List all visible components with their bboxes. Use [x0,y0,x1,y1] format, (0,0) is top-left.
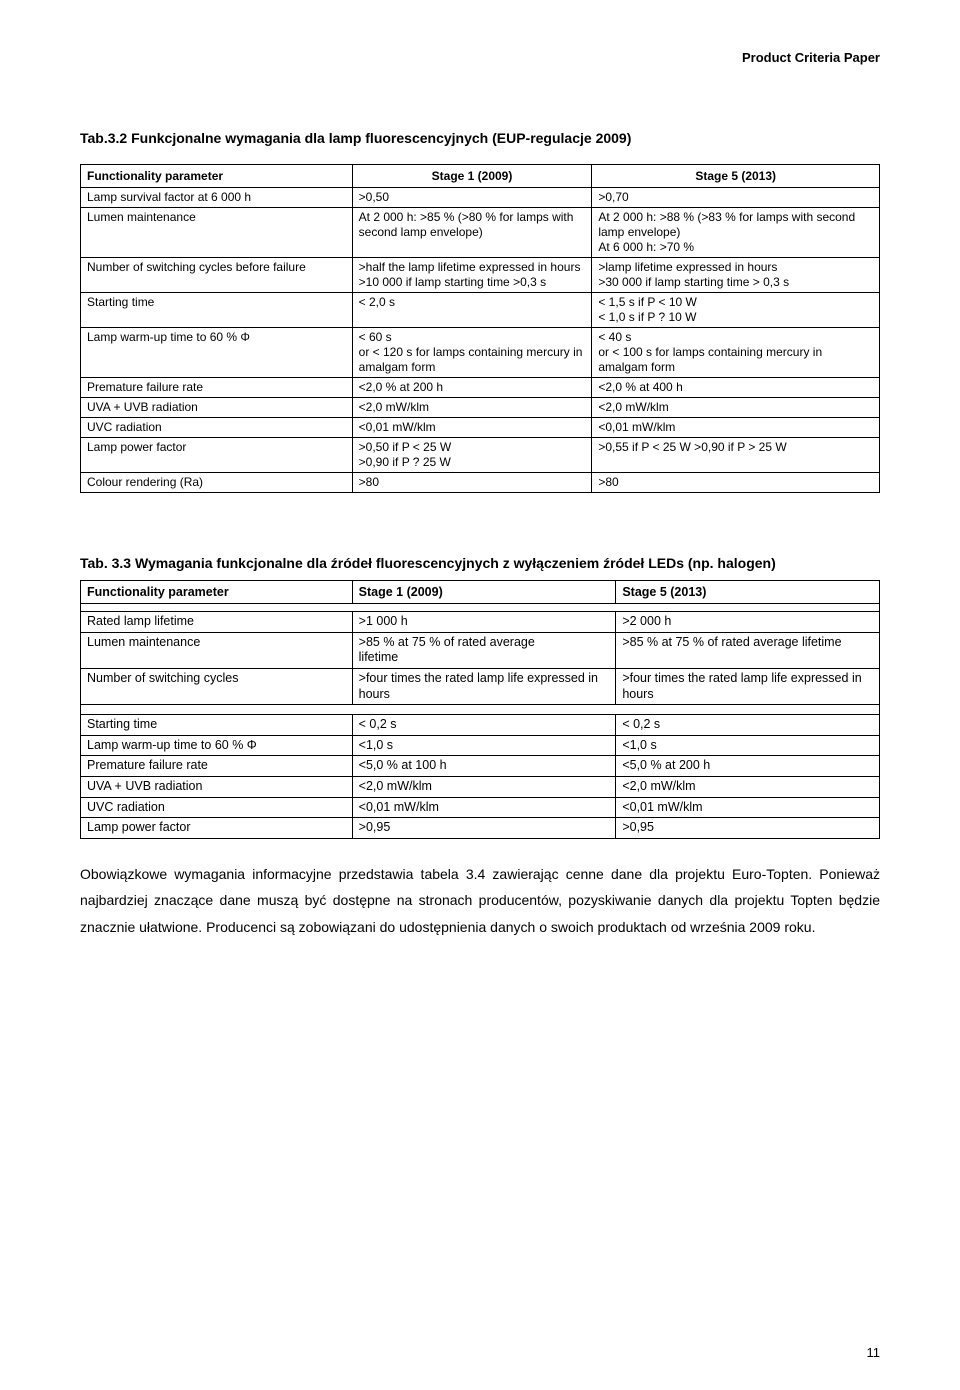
table-cell: >0,50 if P < 25 W >0,90 if P ? 25 W [352,438,592,473]
table-cell: <0,01 mW/klm [616,797,880,818]
table-cell: Lamp power factor [81,438,353,473]
table-cell: >lamp lifetime expressed in hours >30 00… [592,258,880,293]
table-cell: UVC radiation [81,418,353,438]
table-cell: Premature failure rate [81,756,353,777]
table-1: Functionality parameter Stage 1 (2009) S… [80,164,880,493]
table-cell: >0,50 [352,188,592,208]
document-header: Product Criteria Paper [742,50,880,65]
table-2-col-header: Stage 5 (2013) [616,581,880,604]
table-row: Starting time< 2,0 s< 1,5 s if P < 10 W … [81,293,880,328]
table-row: Lamp warm-up time to 60 % Φ<1,0 s<1,0 s [81,735,880,756]
table-2: Functionality parameter Stage 1 (2009) S… [80,580,880,839]
table-cell: >0,55 if P < 25 W >0,90 if P > 25 W [592,438,880,473]
table-cell: < 40 s or < 100 s for lamps containing m… [592,328,880,378]
table-cell: <5,0 % at 100 h [352,756,616,777]
table-row: Lamp power factor>0,50 if P < 25 W >0,90… [81,438,880,473]
table-cell: Starting time [81,293,353,328]
table-cell: >80 [352,473,592,493]
table-cell: UVA + UVB radiation [81,777,353,798]
table-cell: Lamp survival factor at 6 000 h [81,188,353,208]
table-cell: <1,0 s [352,735,616,756]
table-cell: <2,0 % at 200 h [352,378,592,398]
table-cell: Starting time [81,715,353,736]
table-cell: Lumen maintenance [81,208,353,258]
page-number: 11 [867,1345,881,1360]
table-cell: < 0,2 s [352,715,616,736]
table-row: Lamp power factor>0,95>0,95 [81,818,880,839]
table-row: UVC radiation<0,01 mW/klm<0,01 mW/klm [81,418,880,438]
table-cell: <0,01 mW/klm [592,418,880,438]
table-cell: Premature failure rate [81,378,353,398]
table-row: UVA + UVB radiation<2,0 mW/klm<2,0 mW/kl… [81,777,880,798]
table-2-title: Tab. 3.3 Wymagania funkcjonalne dla źród… [80,553,880,574]
spacer-row [81,705,880,715]
table-cell: >0,95 [352,818,616,839]
table-cell: >2 000 h [616,612,880,633]
table-cell: >85 % at 75 % of rated average lifetime [352,632,616,668]
table-cell: <5,0 % at 200 h [616,756,880,777]
table-row: Rated lamp lifetime>1 000 h>2 000 h [81,612,880,633]
table-row: Lumen maintenance>85 % at 75 % of rated … [81,632,880,668]
table-cell: >85 % at 75 % of rated average lifetime [616,632,880,668]
table-2-col-header: Functionality parameter [81,581,353,604]
table-1-col-header: Stage 1 (2009) [352,165,592,188]
table-cell: UVC radiation [81,797,353,818]
table-cell: <2,0 mW/klm [592,398,880,418]
table-cell: < 0,2 s [616,715,880,736]
spacer-row [81,604,880,612]
table-row: Number of switching cycles before failur… [81,258,880,293]
table-cell: >80 [592,473,880,493]
table-1-col-header: Stage 5 (2013) [592,165,880,188]
table-1-title: Tab.3.2 Funkcjonalne wymagania dla lamp … [80,130,880,146]
table-2-col-header: Stage 1 (2009) [352,581,616,604]
table-cell: >0,95 [616,818,880,839]
table-cell: <2,0 mW/klm [352,777,616,798]
table-cell: <1,0 s [616,735,880,756]
table-row: UVC radiation<0,01 mW/klm<0,01 mW/klm [81,797,880,818]
table-cell: < 60 s or < 120 s for lamps containing m… [352,328,592,378]
table-row: UVA + UVB radiation<2,0 mW/klm<2,0 mW/kl… [81,398,880,418]
table-cell: <0,01 mW/klm [352,797,616,818]
table-cell: Colour rendering (Ra) [81,473,353,493]
table-cell: < 1,5 s if P < 10 W < 1,0 s if P ? 10 W [592,293,880,328]
table-cell: Rated lamp lifetime [81,612,353,633]
table-cell: <2,0 % at 400 h [592,378,880,398]
table-row: Colour rendering (Ra)>80>80 [81,473,880,493]
table-cell: <2,0 mW/klm [616,777,880,798]
table-cell: Lamp warm-up time to 60 % Φ [81,735,353,756]
table-row: Starting time< 0,2 s< 0,2 s [81,715,880,736]
table-cell: <2,0 mW/klm [352,398,592,418]
table-cell: Lumen maintenance [81,632,353,668]
table-row: Number of switching cycles>four times th… [81,668,880,704]
table-row: Lumen maintenanceAt 2 000 h: >85 % (>80 … [81,208,880,258]
table-row: Premature failure rate<2,0 % at 200 h<2,… [81,378,880,398]
table-cell: >0,70 [592,188,880,208]
body-paragraph: Obowiązkowe wymagania informacyjne przed… [80,861,880,941]
table-cell: Lamp power factor [81,818,353,839]
table-cell: At 2 000 h: >85 % (>80 % for lamps with … [352,208,592,258]
table-cell: Number of switching cycles [81,668,353,704]
table-cell: >1 000 h [352,612,616,633]
table-cell: < 2,0 s [352,293,592,328]
table-1-col-header: Functionality parameter [81,165,353,188]
table-row: Premature failure rate<5,0 % at 100 h<5,… [81,756,880,777]
table-cell: At 2 000 h: >88 % (>83 % for lamps with … [592,208,880,258]
table-row: Lamp survival factor at 6 000 h>0,50>0,7… [81,188,880,208]
table-cell: Number of switching cycles before failur… [81,258,353,293]
table-cell: <0,01 mW/klm [352,418,592,438]
table-row: Lamp warm-up time to 60 % Φ< 60 s or < 1… [81,328,880,378]
table-cell: >four times the rated lamp life expresse… [616,668,880,704]
table-cell: >four times the rated lamp life expresse… [352,668,616,704]
table-cell: Lamp warm-up time to 60 % Φ [81,328,353,378]
table-cell: >half the lamp lifetime expressed in hou… [352,258,592,293]
table-cell: UVA + UVB radiation [81,398,353,418]
